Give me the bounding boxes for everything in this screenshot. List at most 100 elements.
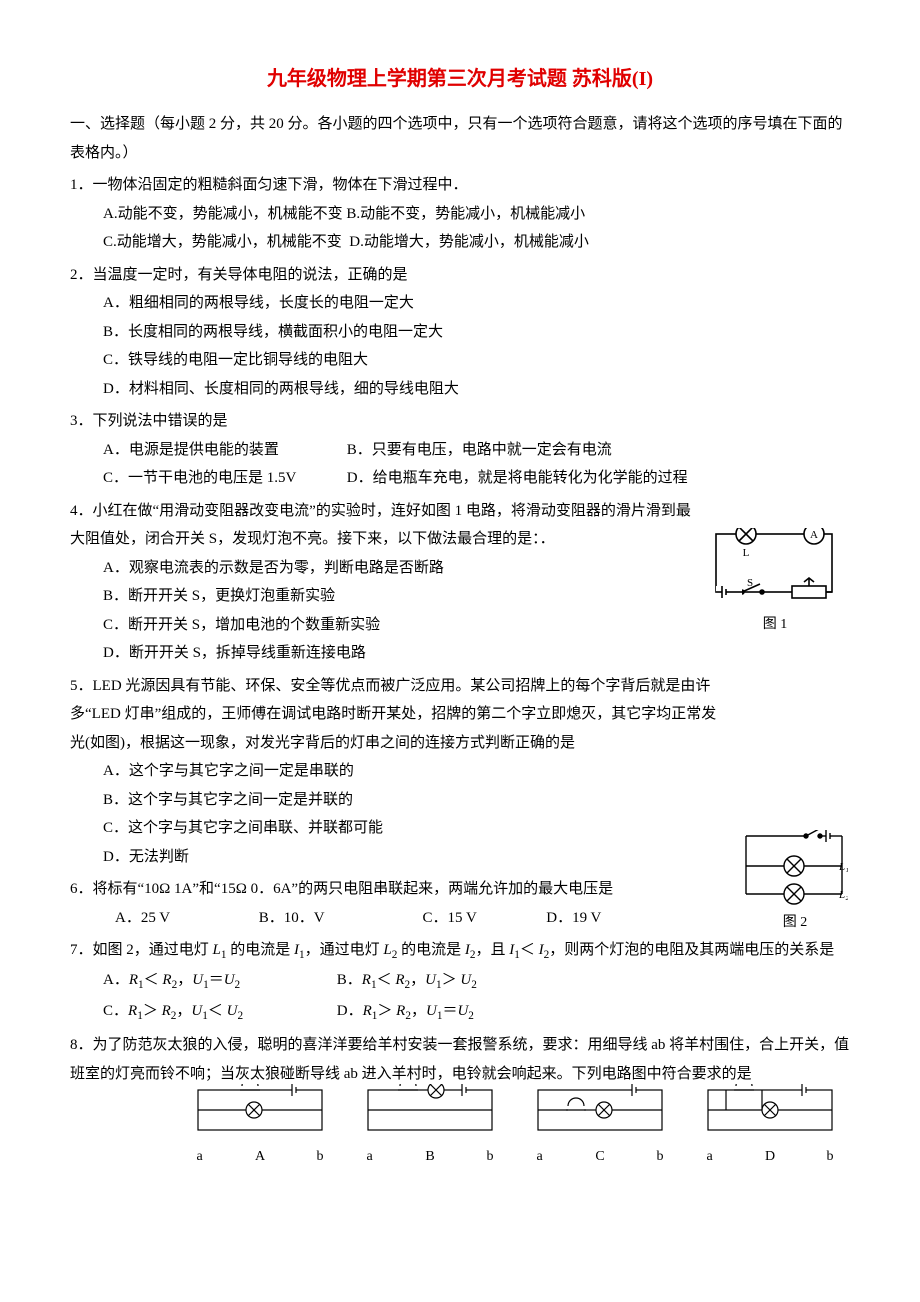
q8a-b: b xyxy=(294,1144,324,1171)
q8-c-labels: a C b xyxy=(530,1144,670,1171)
q7a-c: ， xyxy=(177,972,192,988)
page-title: 九年级物理上学期第三次月考试题 苏科版(I) xyxy=(70,60,850,98)
q8c-a: a xyxy=(537,1144,567,1171)
q4-opt-b: B．断开开关 S，更换灯泡重新实验 xyxy=(103,582,700,611)
q8-circuits: a A b xyxy=(70,1084,850,1171)
q7-stem: 7．如图 2，通过电灯 L1 的电流是 I1，通过电灯 L2 的电流是 I2，且… xyxy=(70,936,850,966)
q8-circuit-c: a C b xyxy=(530,1084,670,1171)
q7b-u1: U xyxy=(425,972,436,988)
q3-opt-a: A．电源是提供电能的装置 xyxy=(103,436,343,465)
q7a-u1: U xyxy=(192,972,203,988)
question-3: 3．下列说法中错误的是 A．电源是提供电能的装置 B．只要有电压，电路中就一定会… xyxy=(70,407,850,493)
q7b-r1: R xyxy=(362,972,371,988)
q7d-gt: ＞ xyxy=(377,1003,396,1019)
q3-opt-c: C．一节干电池的电压是 1.5V xyxy=(103,464,343,493)
q8d-a: a xyxy=(707,1144,737,1171)
q7d-r2: R xyxy=(396,1003,405,1019)
q7a-lt: ＜ xyxy=(144,972,163,988)
q7b-lt: ＜ xyxy=(377,972,396,988)
q5-opt-b: B．这个字与其它字之间一定是并联的 xyxy=(103,786,730,815)
fig2-label-L1: L₁ xyxy=(838,861,848,873)
q8-svg-c xyxy=(530,1084,670,1144)
q3-opt-d: D．给电瓶车充电，就是将电能转化为化学能的过程 xyxy=(347,470,688,486)
q7-opt-d: D．R1＞ R2，U1＝U2 xyxy=(337,1003,474,1019)
q3-options: A．电源是提供电能的装置 B．只要有电压，电路中就一定会有电流 C．一节干电池的… xyxy=(70,436,850,493)
q1-stem: 1．一物体沿固定的粗糙斜面匀速下滑，物体在下滑过程中． xyxy=(70,171,850,200)
q7d-r1: R xyxy=(363,1003,372,1019)
q1-opt-a: A.动能不变，势能减小，机械能不变 xyxy=(103,206,343,222)
q6-opt-c: C．15 V xyxy=(423,904,543,933)
q7c-u2s: 2 xyxy=(237,1010,243,1022)
q7c-c: ， xyxy=(176,1003,191,1019)
q7c-u2: U xyxy=(227,1003,238,1019)
q2-opt-b: B．长度相同的两根导线，横截面积小的电阻一定大 xyxy=(103,318,850,347)
q6-options: A．25 V B．10．V C．15 V D．19 V xyxy=(70,904,850,933)
q8-a-labels: a A b xyxy=(190,1144,330,1171)
q2-stem: 2．当温度一定时，有关导体电阻的说法，正确的是 xyxy=(70,261,850,290)
q8-circuit-d: a D b xyxy=(700,1084,840,1171)
q8-d-labels: a D b xyxy=(700,1144,840,1171)
q7-t1: 7．如图 2，通过电灯 xyxy=(70,942,213,958)
q7-options: A．R1＜ R2，U1＝U2 B．R1＜ R2，U1＞ U2 C．R1＞ R2，… xyxy=(70,966,850,1027)
q5-stem: 5．LED 光源因具有节能、环保、安全等优点而被广泛应用。某公司招牌上的每个字背… xyxy=(70,672,730,758)
q7b-r2: R xyxy=(395,972,404,988)
figure-1: L A S 图 1 xyxy=(710,528,840,639)
question-7: 7．如图 2，通过电灯 L1 的电流是 I1，通过电灯 L2 的电流是 I2，且… xyxy=(70,936,850,1027)
q7c-gt: ＞ xyxy=(143,1003,162,1019)
q6-opt-b: B．10．V xyxy=(259,904,419,933)
q7c-u1: U xyxy=(191,1003,202,1019)
q8b-L: B xyxy=(400,1144,460,1171)
q7a-u2s: 2 xyxy=(235,979,241,991)
question-5: 5．LED 光源因具有节能、环保、安全等优点而被广泛应用。某公司招牌上的每个字背… xyxy=(70,672,850,872)
q8-stem: 8．为了防范灰太狼的入侵，聪明的喜洋洋要给羊村安装一套报警系统，要求：用细导线 … xyxy=(70,1031,850,1088)
q8b-b: b xyxy=(464,1144,494,1171)
q7a-pre: A． xyxy=(103,972,129,988)
q6-opt-a: A．25 V xyxy=(115,904,255,933)
q3-opt-b: B．只要有电压，电路中就一定会有电流 xyxy=(347,442,612,458)
q8d-b: b xyxy=(804,1144,834,1171)
q8c-L: C xyxy=(570,1144,630,1171)
q4-opt-c: C．断开开关 S，增加电池的个数重新实验 xyxy=(103,611,700,640)
q7-L1: L xyxy=(213,942,221,958)
q1-opt-d: D.动能增大，势能减小，机械能减小 xyxy=(349,234,589,250)
q7b-gt: ＞ xyxy=(442,972,461,988)
fig2-label-L2: L₂ xyxy=(838,889,848,901)
q7d-eq: ＝ xyxy=(442,1003,457,1019)
q4-opt-a: A．观察电流表的示数是否为零，判断电路是否断路 xyxy=(103,554,700,583)
fig1-label-A: A xyxy=(810,529,818,541)
fig1-label-L: L xyxy=(743,547,750,559)
q2-opt-a: A．粗细相同的两根导线，长度长的电阻一定大 xyxy=(103,289,850,318)
q8d-L: D xyxy=(740,1144,800,1171)
q7-t5: ，且 xyxy=(476,942,510,958)
q7-L2: L xyxy=(383,942,391,958)
q7d-c: ， xyxy=(411,1003,426,1019)
question-2: 2．当温度一定时，有关导体电阻的说法，正确的是 A．粗细相同的两根导线，长度长的… xyxy=(70,261,850,404)
q7d-pre: D． xyxy=(337,1003,363,1019)
q8a-L: A xyxy=(230,1144,290,1171)
q7b-u2: U xyxy=(460,972,471,988)
q8-circuit-a: a A b xyxy=(190,1084,330,1171)
q1-opt-c: C.动能增大，势能减小，机械能不变 xyxy=(103,234,342,250)
q4-options: A．观察电流表的示数是否为零，判断电路是否断路 B．断开开关 S，更换灯泡重新实… xyxy=(70,554,700,668)
q7a-r1: R xyxy=(129,972,138,988)
q7c-pre: C． xyxy=(103,1003,128,1019)
circuit-fig2-svg: L₁ L₂ xyxy=(740,830,848,908)
question-1: 1．一物体沿固定的粗糙斜面匀速下滑，物体在下滑过程中． A.动能不变，势能减小，… xyxy=(70,171,850,257)
q7-t4: 的电流是 xyxy=(397,942,465,958)
q1-options: A.动能不变，势能减小，机械能不变 B.动能不变，势能减小，机械能减小 C.动能… xyxy=(70,200,850,257)
q6-opt-d: D．19 V xyxy=(546,910,601,926)
figure-1-caption: 图 1 xyxy=(710,612,840,639)
q8c-b: b xyxy=(634,1144,664,1171)
q7-opt-c: C．R1＞ R2，U1＜ U2 xyxy=(103,997,333,1027)
q8-circuit-b: a B b xyxy=(360,1084,500,1171)
q7-t2: 的电流是 xyxy=(226,942,294,958)
q7-t6: ，则两个灯泡的电阻及其两端电压的关系是 xyxy=(549,942,834,958)
question-6: 6．将标有“10Ω 1A”和“15Ω 0．6A”的两只电阻串联起来，两端允许加的… xyxy=(70,875,850,932)
q2-opt-d: D．材料相同、长度相同的两根导线，细的导线电阻大 xyxy=(103,375,850,404)
q7d-u2: U xyxy=(457,1003,468,1019)
q7d-u1: U xyxy=(426,1003,437,1019)
q7c-r1: R xyxy=(128,1003,137,1019)
q7a-u2: U xyxy=(224,972,235,988)
figure-2: L₁ L₂ 图 2 xyxy=(740,830,850,937)
q8-svg-d xyxy=(700,1084,840,1144)
